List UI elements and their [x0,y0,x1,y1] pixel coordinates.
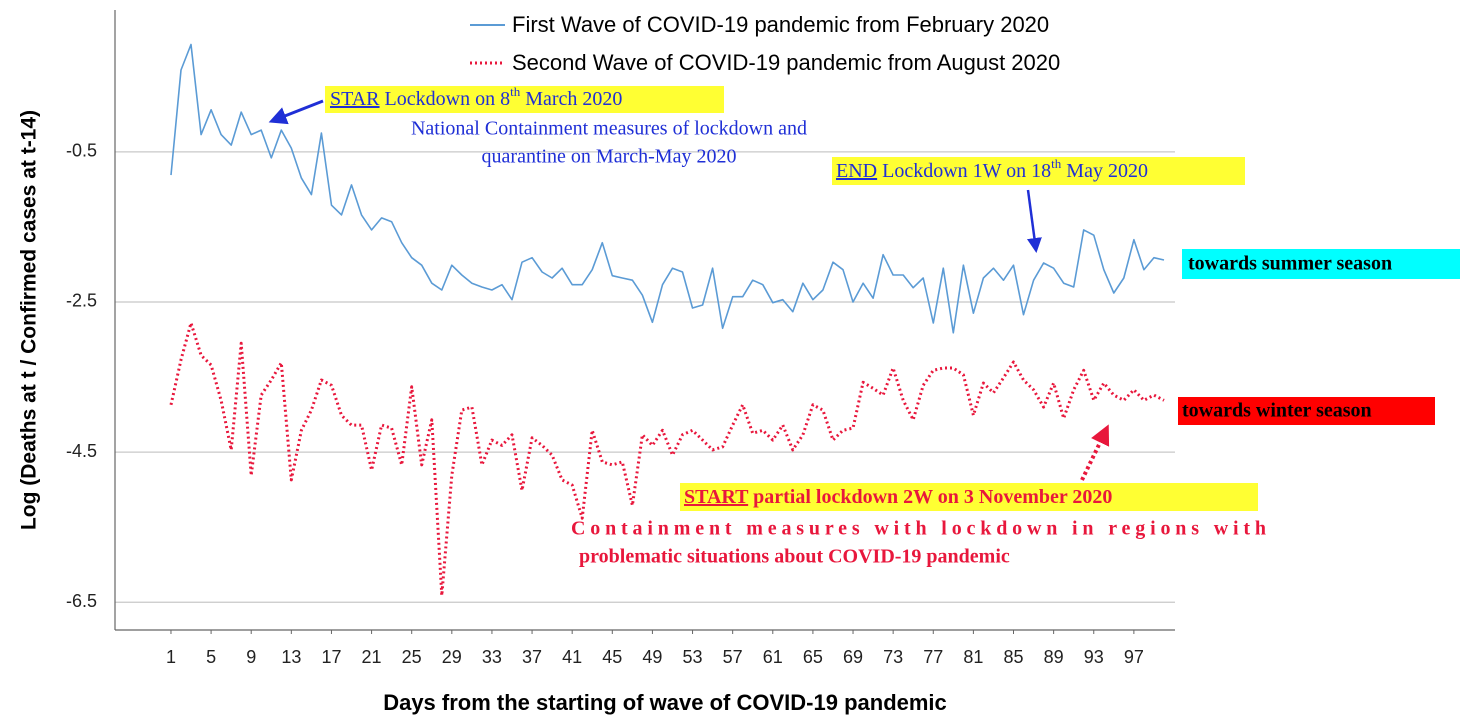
x-tick-label: 81 [963,647,983,667]
annotation: STAR Lockdown on 8th March 2020 [330,84,622,110]
sup: th [1051,156,1062,171]
keyword: END [836,160,877,182]
x-tick-label: 61 [763,647,783,667]
x-tick-label: 77 [923,647,943,667]
text: May 2020 [1061,160,1148,182]
x-tick-label: 73 [883,647,903,667]
text: March 2020 [520,88,622,110]
x-tick-label: 45 [602,647,622,667]
highlight [325,86,724,113]
y-tick-label: -6.5 [66,591,97,611]
annotation: Containment measures with lockdown in re… [571,518,1266,540]
annotation: National Containment measures of lockdow… [411,118,807,140]
text: Lockdown on 8 [380,88,511,110]
arrow [1026,189,1042,253]
x-tick-label: 53 [683,647,703,667]
x-tick-label: 85 [1003,647,1023,667]
x-tick-label: 17 [321,647,341,667]
x-axis-label: Days from the starting of wave of COVID-… [383,690,947,715]
series-line [170,43,1165,334]
x-tick-label: 97 [1124,647,1144,667]
x-tick-label: 89 [1044,647,1064,667]
legend-label: Second Wave of COVID-19 pandemic from Au… [512,50,1060,75]
highlight [680,483,1258,511]
arrow [268,99,324,125]
highlight [832,157,1245,185]
sup: th [510,84,521,99]
keyword: STAR [330,88,380,110]
x-tick-label: 1 [166,647,176,667]
annotation: END Lockdown 1W on 18th May 2020 [836,156,1148,182]
y-tick-label: -2.5 [66,291,97,311]
x-tick-label: 21 [362,647,382,667]
x-tick-label: 9 [246,647,256,667]
x-tick-label: 41 [562,647,582,667]
x-tick-label: 5 [206,647,216,667]
x-tick-label: 69 [843,647,863,667]
arrow [1080,424,1110,481]
x-tick-label: 37 [522,647,542,667]
keyword: START [684,486,749,508]
annotation: START partial lockdown 2W on 3 November … [684,486,1112,508]
text: partial lockdown 2W on 3 November 2020 [748,486,1112,508]
annotation: problematic situations about COVID-19 pa… [579,546,1010,568]
annotation: quarantine on March-May 2020 [482,146,737,168]
legend-label: First Wave of COVID-19 pandemic from Feb… [512,12,1049,37]
highlight [1182,249,1460,279]
highlight [1178,397,1435,425]
text: Lockdown 1W on 18 [877,160,1051,182]
x-tick-label: 25 [402,647,422,667]
x-tick-label: 29 [442,647,462,667]
y-axis-label: Log (Deaths at t / Confirmed cases at t-… [18,110,41,530]
x-tick-label: 65 [803,647,823,667]
x-tick-label: 93 [1084,647,1104,667]
annotation: towards winter season [1182,400,1372,422]
x-tick-label: 49 [642,647,662,667]
series-line [169,321,1165,597]
x-tick-label: 13 [281,647,301,667]
x-tick-label: 57 [723,647,743,667]
annotation: towards summer season [1188,253,1392,275]
y-tick-label: -0.5 [66,141,97,161]
x-tick-label: 33 [482,647,502,667]
y-tick-label: -4.5 [66,441,97,461]
